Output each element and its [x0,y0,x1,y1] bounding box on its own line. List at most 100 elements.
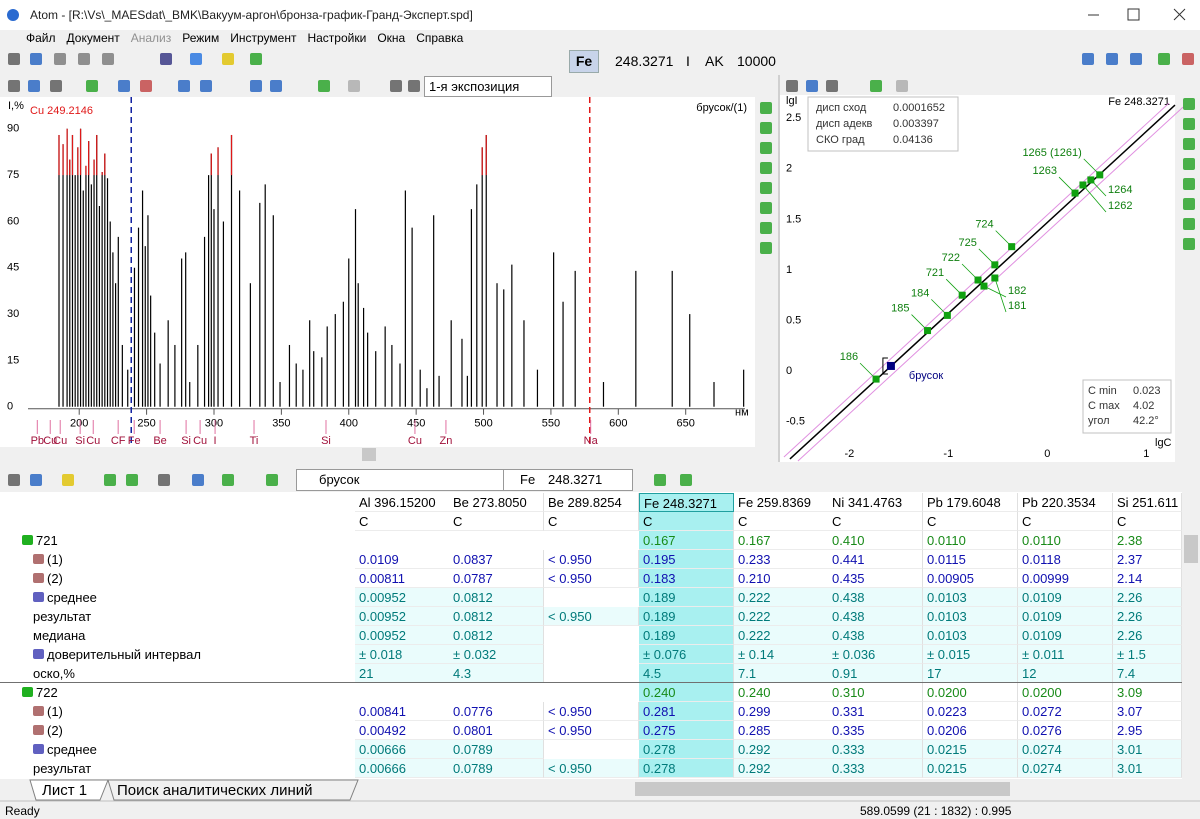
toolbar-icon[interactable] [1183,238,1195,250]
menu-item[interactable]: Справка [416,31,464,45]
toolbar-icon[interactable] [408,80,420,92]
toolbar-icon[interactable] [78,53,90,65]
menu-item[interactable]: Файл [26,31,56,45]
ak-value[interactable]: 10000 [737,53,776,69]
element-label: Na [584,435,599,447]
toolbar-icon[interactable] [8,53,20,65]
column-header: Fe 259.8369 [734,493,829,512]
close-button[interactable] [1173,8,1186,21]
y-tick-label: 75 [7,169,19,181]
mode-field[interactable]: I [686,53,690,69]
toolbar-icon[interactable] [8,80,20,92]
tab-label[interactable]: Лист 1 [42,782,88,799]
toolbar-icon[interactable] [760,182,772,194]
toolbar-icon[interactable] [760,162,772,174]
toolbar-icon[interactable] [1183,98,1195,110]
y-tick-label: 45 [7,262,19,274]
toolbar-icon[interactable] [266,474,278,486]
toolbar-icon[interactable] [654,474,666,486]
point-label: 185 [891,302,909,314]
toolbar-icon[interactable] [54,53,66,65]
toolbar-icon[interactable] [1130,53,1142,65]
menu-item[interactable]: Документ [66,31,120,45]
point-label: 186 [840,351,858,363]
toolbar-icon[interactable] [200,80,212,92]
toolbar-icon[interactable] [1082,53,1094,65]
scroll-thumb[interactable] [1184,535,1198,563]
menu-item[interactable]: Инструмент [230,31,297,45]
toolbar-icon[interactable] [760,142,772,154]
toolbar-icon[interactable] [348,80,360,92]
toolbar-icon[interactable] [760,122,772,134]
toolbar-icon[interactable] [28,80,40,92]
toolbar-icon[interactable] [826,80,838,92]
menu-item[interactable]: Режим [182,31,220,45]
exposure-combo[interactable]: 1-я экспозиция [424,76,552,97]
line-combo[interactable]: Fe 248.3271 [503,469,633,491]
toolbar-icon[interactable] [760,202,772,214]
toolbar-icon[interactable] [102,53,114,65]
spectrum-scrollbar[interactable] [0,447,755,462]
toolbar-icon[interactable] [250,80,262,92]
toolbar-icon[interactable] [190,53,202,65]
toolbar-icon[interactable] [104,474,116,486]
toolbar-icon[interactable] [1183,178,1195,190]
range-label: C min [1088,385,1117,397]
toolbar-icon[interactable] [1182,53,1194,65]
toolbar-icon[interactable] [1106,53,1118,65]
toolbar-icon[interactable] [192,474,204,486]
toolbar-icon[interactable] [50,80,62,92]
table-cell: 0.333 [828,740,923,759]
menu-item[interactable]: Настройки [307,31,367,45]
toolbar-icon[interactable] [140,80,152,92]
toolbar-icon[interactable] [30,474,42,486]
sample-combo[interactable]: брусок [296,469,510,491]
h-scroll-thumb[interactable] [635,782,1010,796]
toolbar-icon[interactable] [786,80,798,92]
toolbar-icon[interactable] [1183,138,1195,150]
toolbar-icon[interactable] [30,53,42,65]
toolbar-icon[interactable] [126,474,138,486]
toolbar-icon[interactable] [680,474,692,486]
toolbar-icon[interactable] [1183,158,1195,170]
toolbar-icon[interactable] [806,80,818,92]
table-scrollbar[interactable] [1182,492,1200,779]
toolbar-icon[interactable] [86,80,98,92]
toolbar-icon[interactable] [222,53,234,65]
maximize-button[interactable] [1127,8,1140,21]
toolbar-icon[interactable] [870,80,882,92]
toolbar-icon[interactable] [390,80,402,92]
table-cell: 0.0837 [449,550,544,569]
scroll-thumb[interactable] [362,448,376,461]
menu-item[interactable]: Окна [377,31,406,45]
toolbar-icon[interactable] [222,474,234,486]
toolbar-icon[interactable] [8,474,20,486]
toolbar-icon[interactable] [1158,53,1170,65]
toolbar-icon[interactable] [158,474,170,486]
toolbar-icon[interactable] [250,53,262,65]
toolbar-icon[interactable] [1183,218,1195,230]
menu-item[interactable]: Анализ [130,31,172,45]
toolbar-icon[interactable] [1183,118,1195,130]
toolbar-icon[interactable] [178,80,190,92]
toolbar-icon[interactable] [760,222,772,234]
toolbar-icon[interactable] [318,80,330,92]
tab-label[interactable]: Поиск аналитических линий [117,782,313,799]
table-cell: 0.0200 [1018,683,1113,702]
table-cell: 0.0787 [449,569,544,588]
toolbar-icon[interactable] [896,80,908,92]
toolbar-icon[interactable] [160,53,172,65]
toolbar-icon[interactable] [760,102,772,114]
element-button[interactable]: Fe [569,50,599,73]
toolbar-icon[interactable] [1183,198,1195,210]
tab-shape[interactable] [107,779,359,801]
table-cell: 7.4 [1113,664,1182,683]
table-cell: 17 [923,664,1018,683]
tab-shape[interactable] [29,779,109,801]
toolbar-icon[interactable] [62,474,74,486]
wavelength-field[interactable]: 248.3271 [615,53,674,69]
toolbar-icon[interactable] [118,80,130,92]
toolbar-icon[interactable] [760,242,772,254]
x-tick-label: 600 [609,418,627,430]
toolbar-icon[interactable] [270,80,282,92]
